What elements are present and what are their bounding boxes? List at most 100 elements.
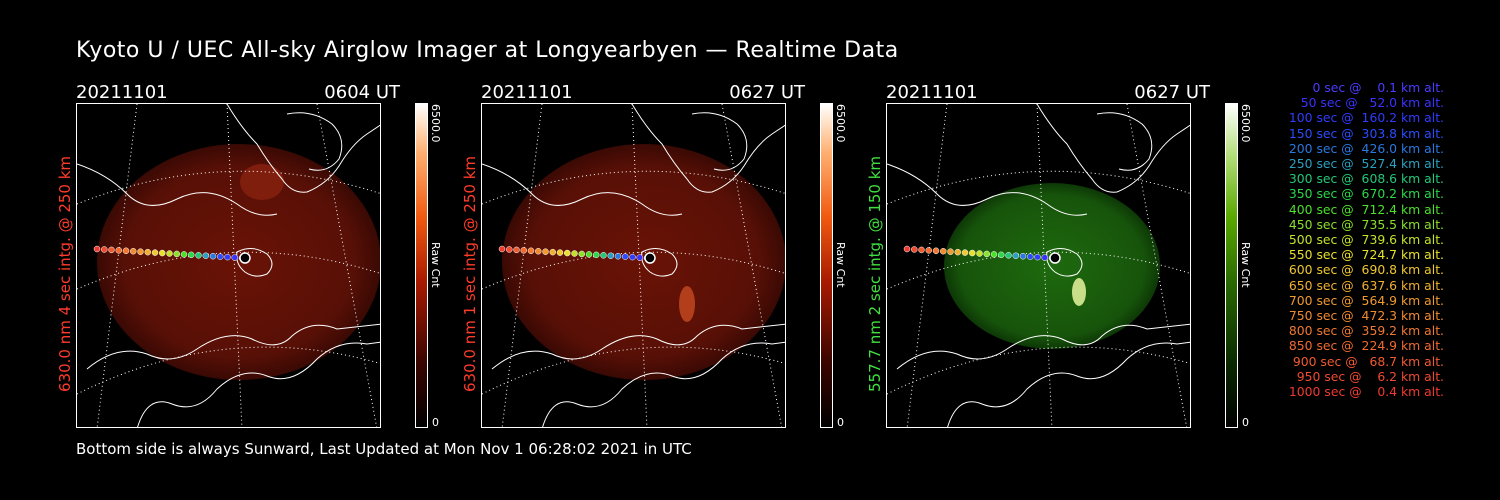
trajectory-point bbox=[1019, 252, 1027, 260]
legend-row: 350 sec @ 670.2 km alt. bbox=[1284, 186, 1444, 202]
trajectory-point bbox=[520, 247, 527, 254]
legend-row: 250 sec @ 527.4 km alt. bbox=[1284, 156, 1444, 172]
trajectory-point bbox=[983, 250, 990, 258]
longitude-gridline bbox=[501, 104, 543, 427]
trajectory-point bbox=[93, 245, 101, 253]
trajectory-point bbox=[1012, 252, 1019, 259]
legend-row: 650 sec @ 637.6 km alt. bbox=[1284, 277, 1444, 293]
coastline bbox=[77, 163, 278, 216]
legend-row: 900 sec @ 68.7 km alt. bbox=[1288, 353, 1444, 369]
panel-2-cbar-unit: Raw Cnt bbox=[834, 242, 847, 288]
trajectory-point bbox=[578, 250, 585, 258]
legend-row: 450 sec @ 735.5 km alt. bbox=[1284, 216, 1444, 232]
panel-1-side-label: 630.0 nm 4 sec intg. @ 250 km bbox=[56, 155, 74, 392]
coastline bbox=[631, 104, 785, 193]
panel-3-time: 0627 UT bbox=[1134, 82, 1210, 103]
trajectory-point bbox=[549, 248, 556, 256]
legend-row: 600 sec @ 690.8 km alt. bbox=[1284, 262, 1444, 278]
legend-row: 50 sec @ 52.0 km alt. bbox=[1292, 95, 1444, 111]
trajectory-point bbox=[990, 251, 998, 258]
coastline bbox=[542, 341, 785, 427]
trajectory-point bbox=[1005, 252, 1012, 259]
panel-1-cbar-unit: Raw Cnt bbox=[429, 242, 442, 288]
trajectory-point bbox=[159, 249, 166, 257]
trajectory-point bbox=[954, 248, 961, 256]
trajectory-point bbox=[542, 248, 549, 255]
trajectory-point bbox=[144, 248, 151, 256]
airglow-sky-disk bbox=[944, 183, 1160, 349]
panel-1-map bbox=[77, 104, 380, 427]
panel-3-date: 20211101 bbox=[886, 82, 978, 103]
trajectory-point bbox=[1027, 253, 1034, 260]
aurora-bright-spot bbox=[679, 286, 695, 322]
coastline bbox=[1046, 248, 1083, 277]
legend-row: 800 sec @ 359.2 km alt. bbox=[1284, 323, 1444, 339]
legend-row: 0 sec @ 0.1 km alt. bbox=[1300, 80, 1444, 95]
trajectory-point bbox=[925, 247, 932, 254]
coastline bbox=[482, 163, 683, 216]
trajectory-point bbox=[911, 246, 918, 253]
trajectory-point bbox=[130, 248, 137, 255]
legend-row: 400 sec @ 712.4 km alt. bbox=[1284, 201, 1444, 217]
coastline bbox=[896, 323, 1190, 370]
longitude-gridline bbox=[906, 104, 948, 427]
trajectory-point bbox=[947, 248, 954, 255]
legend-row: 700 sec @ 564.9 km alt. bbox=[1284, 292, 1444, 308]
trajectory-point bbox=[636, 254, 643, 261]
trajectory-point bbox=[231, 254, 238, 261]
station-marker bbox=[644, 252, 656, 264]
trajectory-point bbox=[108, 246, 115, 254]
legend-row: 1000 sec @ 0.4 km alt. bbox=[1288, 384, 1444, 400]
latitude-gridline bbox=[482, 251, 785, 290]
legend-row: 550 sec @ 724.7 km alt. bbox=[1284, 247, 1444, 263]
trajectory-point bbox=[166, 250, 173, 257]
latitude-gridline bbox=[482, 346, 785, 395]
latitude-gridline bbox=[77, 251, 380, 290]
panel-1-cbar-max: 6500.0 bbox=[429, 104, 442, 143]
trajectory-point bbox=[571, 250, 578, 257]
trajectory-point bbox=[998, 251, 1005, 259]
legend-row: 850 sec @ 224.9 km alt. bbox=[1284, 338, 1444, 354]
trajectory-point bbox=[527, 247, 535, 255]
trajectory-point bbox=[173, 250, 180, 258]
trajectory-point bbox=[629, 253, 636, 261]
latitude-gridline bbox=[77, 346, 380, 395]
trajectory-point bbox=[903, 245, 911, 253]
coastline bbox=[86, 323, 380, 370]
trajectory-point bbox=[976, 250, 983, 257]
panel-2-cbar-max: 6500.0 bbox=[834, 104, 847, 143]
panel-3-colorbar bbox=[1225, 103, 1238, 428]
airglow-sky-disk bbox=[502, 144, 785, 380]
panel-1-colorbar bbox=[415, 103, 428, 428]
panel-2-date: 20211101 bbox=[481, 82, 573, 103]
panel-2-side-label: 630.0 nm 1 sec intg. @ 250 km bbox=[461, 155, 479, 392]
panel-3-image bbox=[886, 103, 1191, 428]
trajectory-point bbox=[137, 248, 144, 255]
trajectory-point bbox=[513, 246, 520, 254]
trajectory-point bbox=[195, 252, 202, 259]
legend-row: 750 sec @ 472.3 km alt. bbox=[1284, 308, 1444, 324]
panel-2-colorbar bbox=[820, 103, 833, 428]
trajectory-point bbox=[932, 247, 940, 255]
aurora-bright-spot bbox=[1072, 278, 1086, 306]
panel-2-cbar-min: 0 bbox=[837, 416, 844, 429]
footer-status: Bottom side is always Sunward, Last Upda… bbox=[76, 440, 692, 458]
coastline bbox=[491, 323, 785, 370]
coastline bbox=[641, 248, 678, 277]
trajectory-point bbox=[940, 248, 947, 255]
trajectory-point bbox=[969, 249, 976, 257]
coastline bbox=[236, 248, 273, 277]
coastline bbox=[226, 104, 380, 193]
legend-row: 150 sec @ 303.8 km alt. bbox=[1284, 125, 1444, 141]
trajectory-point bbox=[498, 245, 506, 253]
trajectory-point bbox=[188, 251, 195, 259]
trajectory-point bbox=[1034, 253, 1041, 261]
legend-row: 200 sec @ 426.0 km alt. bbox=[1284, 140, 1444, 156]
trajectory-point bbox=[180, 251, 188, 258]
panel-2-image bbox=[481, 103, 786, 428]
trajectory-point bbox=[535, 248, 542, 255]
panel-1-cbar-min: 0 bbox=[432, 416, 439, 429]
trajectory-point bbox=[1041, 254, 1048, 261]
panel-3-cbar-min: 0 bbox=[1242, 416, 1249, 429]
coastline bbox=[1036, 104, 1190, 193]
